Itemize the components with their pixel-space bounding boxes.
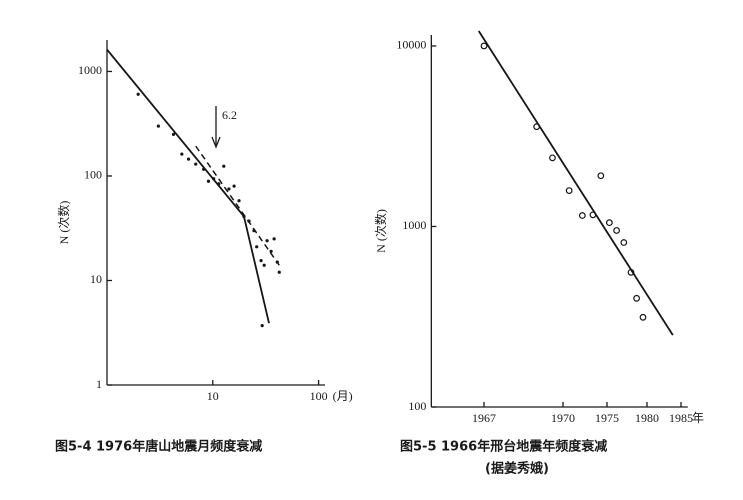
data-point bbox=[206, 179, 211, 183]
y-tick-label: 100 bbox=[408, 399, 426, 413]
data-point bbox=[255, 245, 259, 249]
data-point bbox=[260, 324, 264, 328]
y-axis-label: N (次数) bbox=[373, 209, 388, 253]
data-point bbox=[156, 124, 160, 128]
data-point bbox=[242, 214, 246, 219]
data-point bbox=[272, 237, 276, 241]
data-point bbox=[194, 162, 198, 166]
x-axis-label: 年 bbox=[692, 411, 704, 425]
caption: 图5-4 1976年唐山地震月频度衰减 bbox=[55, 439, 262, 455]
x-tick-label: 1985 bbox=[669, 411, 693, 425]
data-point bbox=[480, 42, 488, 50]
data-point bbox=[578, 212, 586, 219]
data-point bbox=[262, 263, 266, 267]
data-point bbox=[252, 229, 256, 233]
x-tick-label: 1970 bbox=[551, 411, 575, 425]
fit-line bbox=[477, 30, 674, 336]
data-point bbox=[212, 177, 216, 181]
data-point bbox=[222, 164, 226, 168]
y-axis-label: N (次数) bbox=[56, 201, 71, 245]
data-point bbox=[275, 260, 279, 264]
data-point bbox=[633, 294, 640, 302]
data-point bbox=[589, 211, 597, 219]
data-point bbox=[136, 92, 140, 96]
data-point bbox=[237, 199, 241, 203]
data-point bbox=[565, 187, 573, 195]
data-point bbox=[171, 132, 176, 136]
data-point bbox=[597, 172, 605, 180]
data-point bbox=[269, 249, 273, 253]
x-axis-label: (月) bbox=[333, 389, 353, 403]
data-point bbox=[639, 313, 647, 321]
data-point bbox=[227, 187, 231, 191]
x-tick-label: 1980 bbox=[635, 411, 659, 425]
data-point bbox=[232, 184, 236, 188]
data-point bbox=[217, 182, 221, 186]
data-point bbox=[247, 219, 251, 223]
y-tick-label: 10000 bbox=[396, 38, 426, 52]
annotation: 6.2 bbox=[222, 108, 237, 122]
data-point bbox=[620, 239, 628, 246]
x-tick-label: 1967 bbox=[472, 411, 496, 425]
fit-line bbox=[195, 145, 280, 266]
x-tick-label: 1975 bbox=[595, 411, 619, 425]
annotation-arrowhead bbox=[211, 136, 221, 149]
caption-source: (据姜秀娥) bbox=[485, 461, 549, 477]
caption: 图5-5 1966年邢台地震年频度衰减 bbox=[400, 439, 607, 455]
data-point bbox=[259, 258, 263, 263]
y-tick-label: 10 bbox=[90, 272, 102, 286]
data-point bbox=[202, 167, 206, 171]
x-tick-label: 10 bbox=[207, 389, 219, 403]
data-point bbox=[265, 239, 269, 243]
data-point bbox=[186, 157, 191, 161]
data-point bbox=[606, 219, 613, 227]
data-point bbox=[533, 123, 541, 131]
data-point bbox=[180, 152, 184, 156]
y-tick-label: 1 bbox=[96, 377, 102, 391]
data-point bbox=[277, 270, 281, 274]
y-tick-label: 100 bbox=[84, 168, 102, 182]
data-point bbox=[549, 154, 556, 162]
data-point bbox=[613, 227, 620, 234]
y-tick-label: 1000 bbox=[78, 63, 102, 77]
x-tick-label: 100 bbox=[310, 389, 328, 403]
data-point bbox=[627, 268, 635, 276]
y-tick-label: 1000 bbox=[402, 218, 426, 232]
